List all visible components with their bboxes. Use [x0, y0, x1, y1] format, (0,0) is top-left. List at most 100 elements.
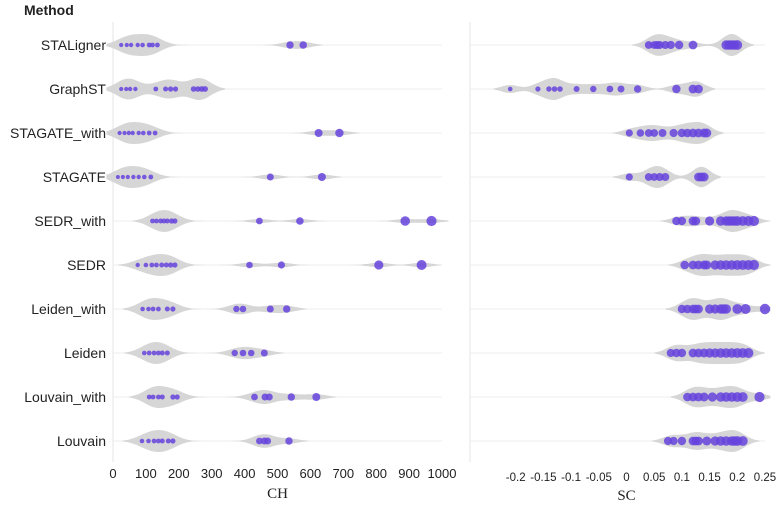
data-point [136, 174, 141, 180]
data-point [759, 303, 771, 315]
data-point [172, 262, 178, 268]
data-point [557, 86, 563, 92]
data-point [143, 262, 149, 268]
data-point [705, 216, 715, 226]
data-point [625, 129, 633, 137]
data-point [644, 173, 653, 181]
data-point [126, 130, 131, 136]
violin-SEDR_with [132, 210, 449, 232]
data-point [680, 260, 689, 270]
data-point [606, 85, 614, 93]
data-point [590, 85, 597, 93]
data-point [133, 86, 138, 92]
data-point [661, 173, 670, 181]
method-label: Leiden_with [31, 301, 106, 317]
data-point [151, 350, 157, 356]
violin-Louvain_with [129, 386, 337, 408]
data-point [146, 350, 152, 356]
data-point [163, 86, 169, 92]
data-point [142, 174, 147, 180]
x-axis-title: SC [617, 488, 635, 504]
data-point [140, 42, 145, 48]
data-point [164, 218, 170, 224]
data-point [669, 128, 678, 138]
data-point [546, 86, 552, 92]
data-point [159, 262, 165, 268]
data-point [153, 86, 159, 92]
data-point [721, 304, 731, 314]
data-point [312, 393, 321, 401]
data-point [150, 306, 156, 312]
data-point [677, 436, 687, 446]
data-point [644, 41, 653, 49]
x-tick-label: 0.2 [729, 472, 745, 484]
data-point [159, 350, 165, 356]
data-point [120, 174, 125, 180]
data-point [674, 40, 684, 50]
data-point [119, 86, 124, 92]
data-point [146, 42, 152, 48]
x-tick-label: 700 [332, 466, 354, 481]
data-point [233, 305, 240, 313]
data-point [702, 128, 712, 138]
data-point [247, 349, 255, 357]
x-tick-label: 900 [398, 466, 420, 481]
data-point [150, 218, 155, 224]
data-point [702, 436, 712, 446]
data-point [617, 85, 625, 93]
data-point [694, 84, 703, 94]
data-point [124, 42, 129, 48]
data-point [650, 129, 659, 137]
method-label: STAGATE_with [10, 125, 106, 141]
data-point [507, 86, 513, 92]
x-tick-label: 0 [623, 472, 629, 484]
x-tick-label: -0.15 [530, 472, 556, 484]
x-tick-label: 0.1 [674, 472, 690, 484]
data-point [416, 260, 427, 270]
data-point [669, 436, 678, 446]
data-point [119, 42, 124, 48]
data-point [159, 438, 165, 444]
data-point [677, 216, 687, 226]
data-point [170, 306, 176, 312]
data-point [655, 41, 664, 49]
data-point [699, 392, 709, 402]
data-point [702, 260, 712, 270]
data-point [400, 216, 411, 226]
data-point [146, 306, 151, 312]
data-point [748, 259, 760, 271]
data-point [285, 437, 293, 445]
data-point [688, 40, 698, 50]
data-point [246, 261, 253, 269]
data-point [636, 129, 645, 137]
data-point [172, 218, 178, 224]
data-point [677, 348, 687, 358]
x-tick-label: 0 [109, 466, 116, 481]
x-tick-label: 800 [365, 466, 387, 481]
data-point [124, 86, 129, 92]
data-point [152, 130, 158, 136]
violin-Louvain [122, 430, 309, 452]
x-tick-label: 600 [300, 466, 322, 481]
data-point [707, 392, 718, 402]
data-point [296, 217, 304, 225]
data-point [164, 306, 170, 312]
data-point [239, 349, 247, 357]
data-point [140, 306, 145, 312]
data-point [156, 306, 161, 312]
data-point [335, 128, 344, 138]
method-label: Louvain_with [24, 389, 106, 405]
data-point [151, 438, 157, 444]
data-point [732, 40, 743, 50]
data-point [535, 86, 541, 92]
data-point [115, 175, 120, 179]
data-point [737, 392, 748, 402]
data-point [174, 394, 180, 400]
data-point [666, 40, 675, 50]
data-point [260, 349, 268, 357]
data-point [172, 86, 179, 92]
data-point [658, 129, 667, 137]
method-label: GraphST [49, 81, 106, 97]
data-point [737, 436, 748, 446]
x-tick-label: 300 [201, 466, 223, 481]
